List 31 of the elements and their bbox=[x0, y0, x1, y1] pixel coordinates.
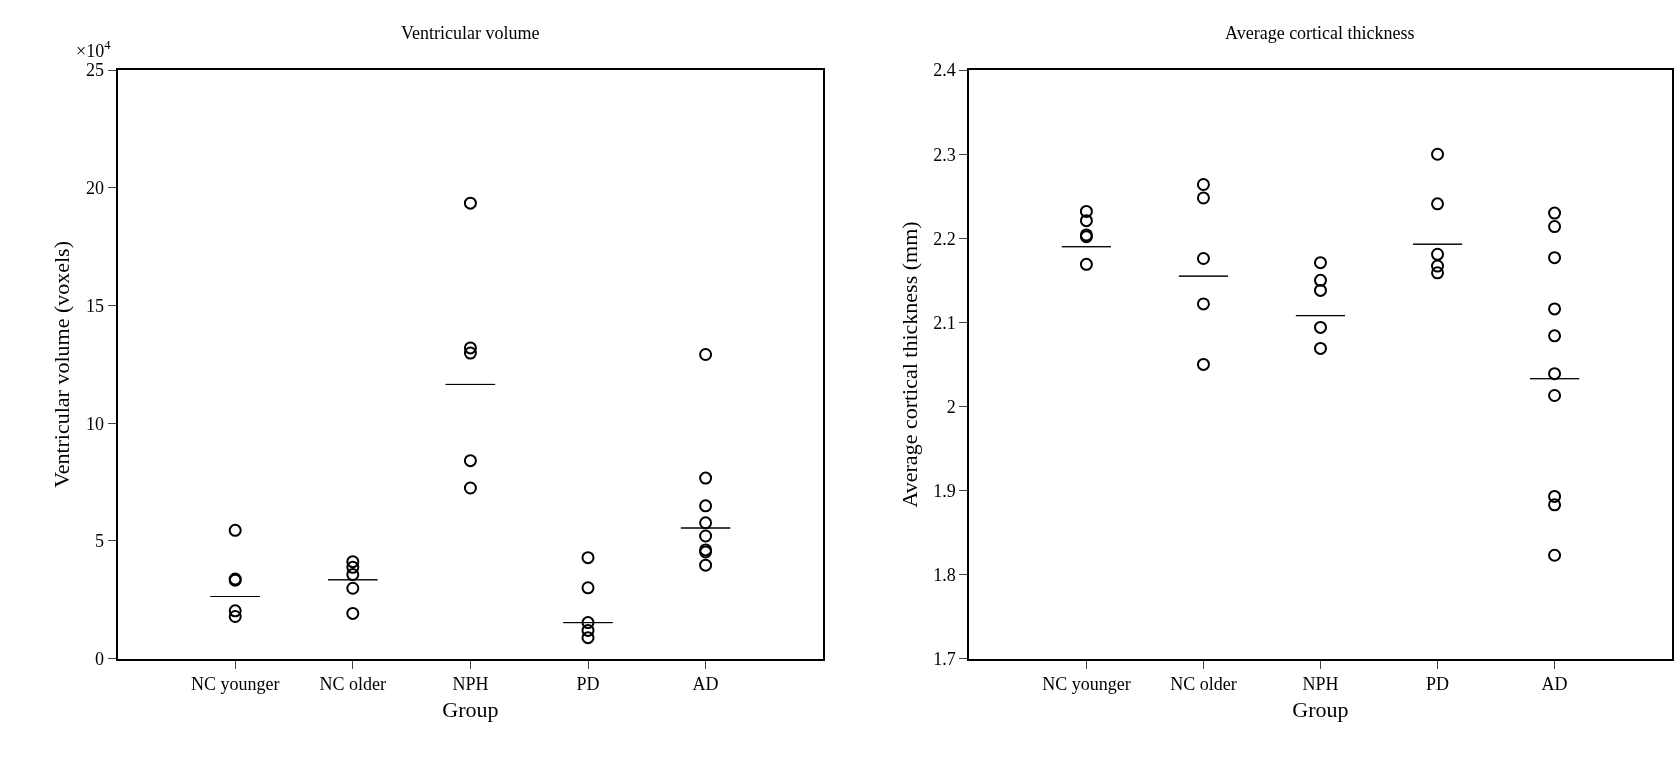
y-tick-label: 20 bbox=[86, 178, 104, 199]
y-tick-label: 1.8 bbox=[933, 564, 956, 585]
x-tick-label: AD bbox=[692, 674, 719, 695]
y-tick-label: 25 bbox=[86, 60, 104, 81]
x-tick-label: PD bbox=[576, 674, 600, 695]
y-tick-label: 2.3 bbox=[933, 144, 956, 165]
y-tick-label: 10 bbox=[86, 413, 104, 434]
text: ×10$^{4}$ bbox=[76, 38, 112, 61]
x-tick-label: NC younger bbox=[190, 674, 280, 695]
y-tick-label: 1.9 bbox=[933, 480, 956, 501]
y-axis-title: Ventricular volume (voxels) bbox=[49, 241, 75, 488]
x-tick-label: NPH bbox=[452, 674, 489, 695]
x-tick-label: AD bbox=[1541, 674, 1568, 695]
chart-title: Ventricular volume bbox=[401, 23, 540, 43]
y-tick-label: 2.4 bbox=[933, 60, 956, 81]
x-tick-label: NPH bbox=[1302, 674, 1339, 695]
y-tick-label: 15 bbox=[86, 295, 104, 316]
y-tick-label: 0 bbox=[95, 648, 104, 669]
y-tick-label: 2.2 bbox=[933, 228, 956, 249]
x-tick-label: PD bbox=[1426, 674, 1450, 695]
y-axis-title: Average cortical thickness (mm) bbox=[896, 221, 922, 508]
y-tick-label: 5 bbox=[95, 531, 104, 552]
chart-title: Average cortical thickness bbox=[1225, 23, 1415, 43]
x-tick-label: NC younger bbox=[1042, 674, 1131, 695]
x-axis-title: Group bbox=[442, 696, 499, 722]
y-tick-label: 2.1 bbox=[933, 312, 956, 333]
x-tick-label: NC older bbox=[319, 674, 387, 695]
x-axis-title: Group bbox=[1292, 696, 1349, 722]
x-tick-label: NC older bbox=[1170, 674, 1237, 695]
y-tick-label: 1.7 bbox=[933, 648, 956, 669]
y-tick-label: 2 bbox=[946, 396, 956, 417]
